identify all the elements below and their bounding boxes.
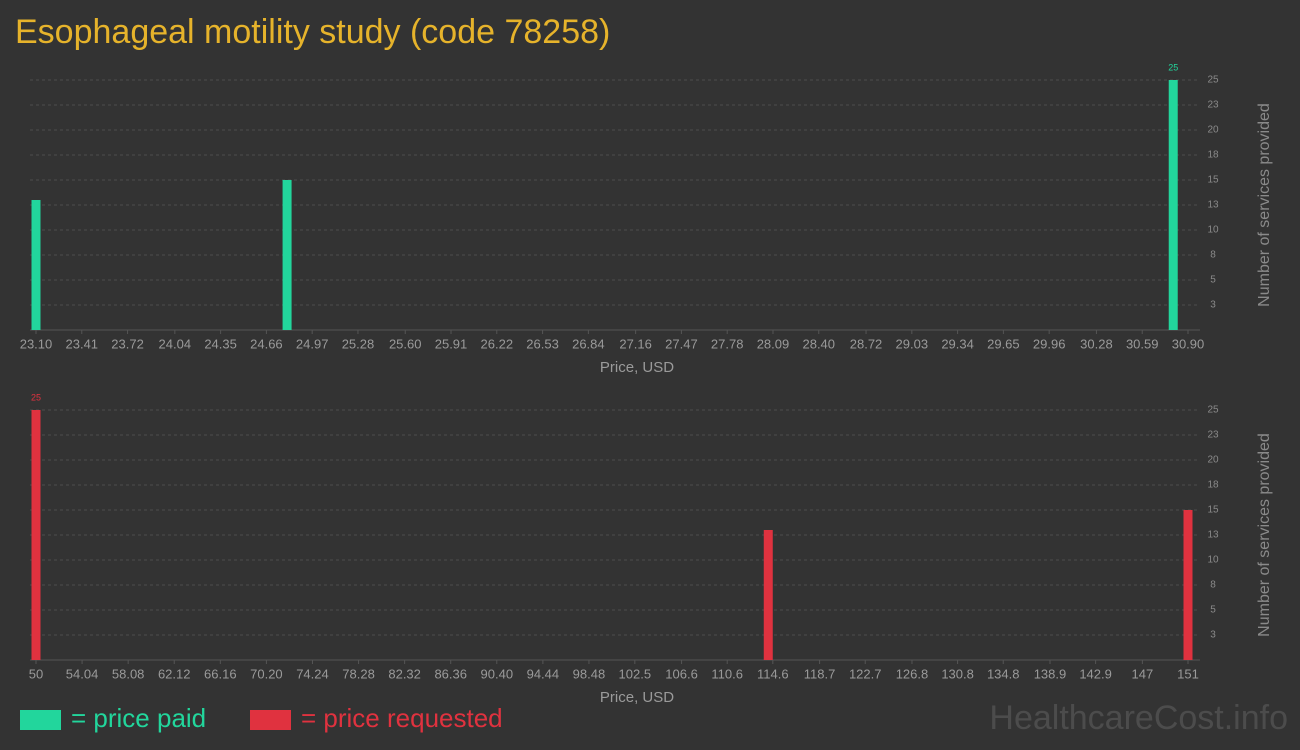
y-tick-label: 8 [1210,580,1216,591]
y-tick-label: 25 [1207,75,1219,86]
x-tick-label: 29.65 [987,336,1020,351]
y-tick-label: 15 [1207,505,1219,516]
bar [763,530,773,660]
x-tick-label: 26.53 [526,336,559,351]
x-tick-label: 54.04 [66,666,99,681]
x-tick-label: 142.9 [1079,666,1112,681]
x-tick-label: 24.97 [296,336,329,351]
x-tick-label: 28.72 [850,336,883,351]
x-tick-label: 58.08 [112,666,145,681]
y-tick-label: 23 [1207,430,1219,441]
x-tick-label: 94.44 [527,666,560,681]
x-tick-label: 50 [29,666,43,681]
x-tick-label: 26.84 [572,336,605,351]
legend-label: = price requested [301,703,503,733]
x-tick-label: 102.5 [619,666,652,681]
x-tick-label: 74.24 [296,666,329,681]
x-tick-label: 90.40 [481,666,514,681]
legend-swatch [20,710,61,730]
x-tick-label: 122.7 [849,666,882,681]
y-tick-label: 20 [1207,125,1219,136]
chart-title: Esophageal motility study (code 78258) [15,13,610,51]
legend-swatch [250,710,291,730]
x-tick-label: 70.20 [250,666,283,681]
x-tick-label: 30.28 [1080,336,1113,351]
y-tick-label: 8 [1210,250,1216,261]
x-tick-label: 29.96 [1033,336,1066,351]
y-tick-label: 15 [1207,175,1219,186]
bar [1183,510,1193,660]
x-tick-label: 24.35 [204,336,237,351]
y-tick-label: 5 [1210,275,1216,286]
y-tick-label: 23 [1207,100,1219,111]
x-tick-label: 27.47 [665,336,698,351]
y-axis-label: Number of services provided [1256,433,1273,637]
x-tick-label: 27.16 [619,336,652,351]
x-tick-label: 134.8 [987,666,1020,681]
x-tick-label: 62.12 [158,666,191,681]
data-label: 25 [31,392,41,402]
x-tick-label: 110.6 [711,666,743,681]
x-tick-label: 28.40 [802,336,835,351]
x-tick-label: 147 [1132,666,1154,681]
watermark: HealthcareCost.info [989,699,1288,737]
x-tick-label: 106.6 [665,666,698,681]
x-tick-label: 114.6 [757,666,789,681]
x-tick-label: 86.36 [434,666,467,681]
y-tick-label: 5 [1210,605,1216,616]
x-tick-label: 26.22 [481,336,514,351]
x-tick-label: 130.8 [941,666,974,681]
y-tick-label: 10 [1207,555,1219,566]
y-tick-label: 3 [1210,300,1216,311]
y-tick-label: 25 [1207,405,1219,416]
x-axis-label: Price, USD [600,689,674,706]
x-tick-label: 24.04 [159,336,192,351]
x-tick-label: 23.72 [111,336,144,351]
x-tick-label: 23.10 [20,336,53,351]
data-label: 25 [1168,62,1178,72]
x-tick-label: 151 [1177,666,1199,681]
y-tick-label: 3 [1210,630,1216,641]
x-tick-label: 29.34 [941,336,974,351]
x-tick-label: 30.59 [1126,336,1159,351]
x-tick-label: 138.9 [1034,666,1067,681]
x-tick-label: 78.28 [342,666,375,681]
bar [282,180,292,330]
x-tick-label: 66.16 [204,666,237,681]
bar [31,200,41,330]
bar [1168,80,1178,330]
y-tick-label: 18 [1207,480,1219,491]
x-tick-label: 30.90 [1172,336,1205,351]
x-tick-label: 25.60 [389,336,422,351]
legend-label: = price paid [71,703,206,733]
y-tick-label: 13 [1207,200,1219,211]
x-tick-label: 27.78 [711,336,744,351]
x-tick-label: 118.7 [804,666,836,681]
x-tick-label: 126.8 [896,666,929,681]
x-tick-label: 82.32 [388,666,421,681]
x-tick-label: 23.41 [66,336,99,351]
x-tick-label: 29.03 [896,336,929,351]
y-tick-label: 10 [1207,225,1219,236]
y-axis-label: Number of services provided [1256,103,1273,307]
y-tick-label: 13 [1207,530,1219,541]
x-tick-label: 28.09 [757,336,790,351]
x-axis-label: Price, USD [600,359,674,376]
x-tick-label: 24.66 [250,336,283,351]
x-tick-label: 25.91 [435,336,468,351]
y-tick-label: 20 [1207,455,1219,466]
x-tick-label: 98.48 [573,666,606,681]
x-tick-label: 25.28 [342,336,375,351]
bar [31,410,41,660]
y-tick-label: 18 [1207,150,1219,161]
